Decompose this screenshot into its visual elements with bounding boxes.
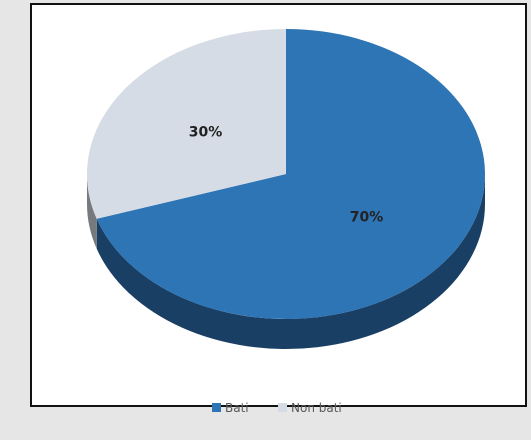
legend-label-bati: Bati — [225, 401, 249, 415]
pie-slice-non-bati — [86, 29, 286, 219]
data-label-non-bati: 30% — [189, 124, 223, 140]
pie-slice-bati — [96, 29, 486, 319]
data-label-bati: 70% — [350, 210, 384, 226]
legend-label-non-bati: Non bati — [291, 401, 342, 415]
pie-labels-layer: 70% 30% — [189, 124, 384, 225]
pie-top-layer — [86, 29, 486, 319]
legend-swatch-non-bati — [278, 403, 287, 412]
legend-swatch-bati — [212, 403, 221, 412]
chart-legend: Bati Non bati — [212, 401, 342, 415]
pie-depth-layer — [87, 174, 486, 350]
pie-side-non-bati — [87, 174, 97, 249]
pie-side-bati — [96, 174, 486, 350]
